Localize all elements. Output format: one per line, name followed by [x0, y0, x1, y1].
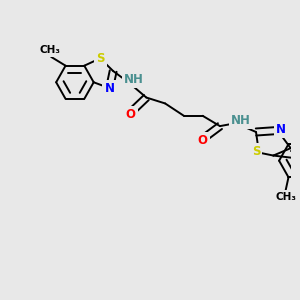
Text: S: S: [252, 145, 260, 158]
Text: NH: NH: [231, 114, 251, 127]
Text: N: N: [105, 82, 115, 95]
Text: CH₃: CH₃: [39, 45, 60, 56]
Text: O: O: [198, 134, 208, 147]
Text: N: N: [276, 123, 286, 136]
Text: NH: NH: [124, 73, 144, 86]
Text: O: O: [125, 108, 136, 121]
Text: CH₃: CH₃: [275, 192, 296, 202]
Text: S: S: [96, 52, 104, 65]
